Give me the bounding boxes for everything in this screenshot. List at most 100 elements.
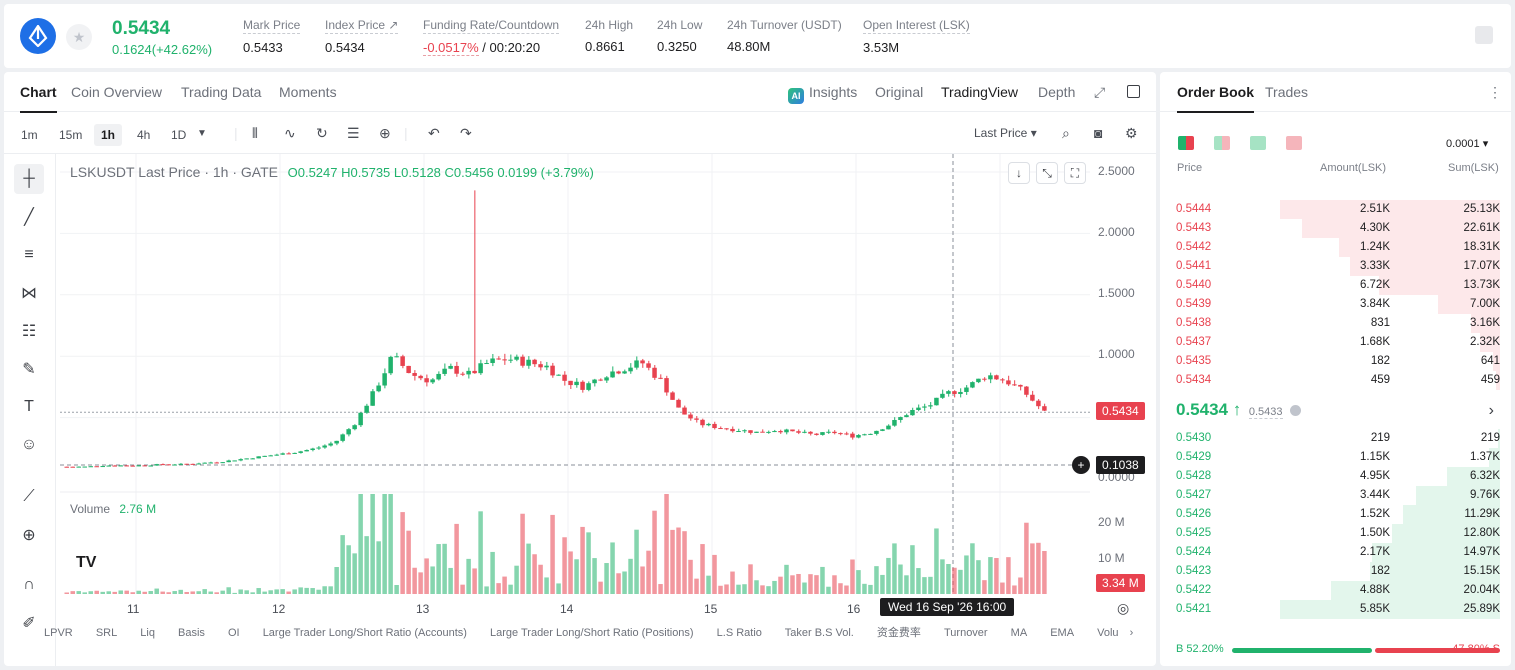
zoom-icon[interactable]: ⊕ xyxy=(22,527,36,544)
expand-icon[interactable]: ⤢ xyxy=(1094,84,1106,100)
index-price-stat[interactable]: Index Price ↗ 0.5434 xyxy=(325,18,399,55)
trendline-icon[interactable]: ╱ xyxy=(24,209,34,226)
search-icon[interactable]: ⌕ xyxy=(1062,125,1070,141)
indicator-item[interactable]: Large Trader Long/Short Ratio (Positions… xyxy=(489,627,694,639)
settings-icon[interactable]: ⚙ xyxy=(1125,125,1138,141)
bid-row[interactable]: 0.5428 4.95K 6.32K xyxy=(1176,467,1500,486)
fib-icon[interactable]: ☷ xyxy=(21,323,37,340)
tab-moments[interactable]: Moments xyxy=(279,84,337,100)
bid-row[interactable]: 0.5422 4.88K 20.04K xyxy=(1176,581,1500,600)
timeframe-1d[interactable]: 1D xyxy=(171,128,187,142)
ask-row[interactable]: 0.5444 2.51K 25.13K xyxy=(1176,200,1500,219)
bid-row[interactable]: 0.5429 1.15K 1.37K xyxy=(1176,448,1500,467)
timeframe-dropdown-icon[interactable]: ▼ xyxy=(197,128,207,139)
tab-trading-data[interactable]: Trading Data xyxy=(181,84,262,100)
fullscreen-icon[interactable]: ⛶ xyxy=(1064,162,1086,184)
undo-icon[interactable]: ↶ xyxy=(428,125,440,141)
volume-bar xyxy=(658,584,663,594)
bid-row[interactable]: 0.5426 1.52K 11.29K xyxy=(1176,505,1500,524)
templates-icon[interactable]: ☰ xyxy=(347,125,360,141)
ask-row[interactable]: 0.5437 1.68K 2.32K xyxy=(1176,333,1500,352)
text-icon[interactable]: T xyxy=(24,398,34,415)
redo-icon[interactable]: ↷ xyxy=(460,125,472,141)
ask-row[interactable]: 0.5442 1.24K 18.31K xyxy=(1176,238,1500,257)
favorite-star-icon[interactable]: ★ xyxy=(66,24,92,50)
bid-row[interactable]: 0.5430 219 219 xyxy=(1176,429,1500,448)
tab-tradingview[interactable]: TradingView xyxy=(941,84,1019,100)
volume-bar xyxy=(958,569,963,594)
candle-type-icon[interactable]: ⫴ xyxy=(252,125,258,141)
volume-bar xyxy=(946,564,951,594)
timeframe-4h[interactable]: 4h xyxy=(137,128,151,142)
tab-original[interactable]: Original xyxy=(875,84,924,100)
replay-icon[interactable]: ↻ xyxy=(316,125,328,141)
chevron-right-icon[interactable]: › xyxy=(1488,402,1494,419)
ask-row[interactable]: 0.5439 3.84K 7.00K xyxy=(1176,295,1500,314)
tab-trades[interactable]: Trades xyxy=(1265,84,1309,100)
ask-row[interactable]: 0.5441 3.33K 17.07K xyxy=(1176,257,1500,276)
price-type-select[interactable]: Last Price ▾ xyxy=(974,126,1037,140)
precision-select[interactable]: 0.0001 ▾ xyxy=(1446,138,1489,150)
indicator-item[interactable]: L.S Ratio xyxy=(716,627,762,639)
insights-button[interactable]: AI Insights xyxy=(788,84,857,104)
bid-row[interactable]: 0.5424 2.17K 14.97K xyxy=(1176,543,1500,562)
indicator-item[interactable]: MA xyxy=(1010,627,1028,639)
ask-row[interactable]: 0.5440 6.72K 13.73K xyxy=(1176,276,1500,295)
layout-split-icon[interactable] xyxy=(1214,136,1230,150)
layout-both-icon[interactable] xyxy=(1178,136,1194,150)
indicator-item[interactable]: 资金费率 xyxy=(876,627,921,639)
ruler-icon[interactable]: ⟋ xyxy=(23,488,35,505)
book-icon[interactable] xyxy=(1475,26,1493,44)
legend-high: H0.5735 xyxy=(341,165,391,180)
arrow-down-icon[interactable]: ↓ xyxy=(1008,162,1030,184)
candle-body xyxy=(862,434,867,436)
layout-asks-icon[interactable] xyxy=(1286,136,1302,150)
pattern-icon[interactable]: ⋈ xyxy=(21,285,37,302)
ask-row[interactable]: 0.5438 831 3.16K xyxy=(1176,314,1500,333)
indicator-item[interactable]: Turnover xyxy=(943,627,988,639)
indicator-item[interactable]: Basis xyxy=(178,627,205,639)
ask-row[interactable]: 0.5434 459 459 xyxy=(1176,371,1500,390)
add-indicator-icon[interactable]: ⊕ xyxy=(379,125,391,141)
pencil-icon[interactable]: ✐ xyxy=(22,615,36,632)
bid-row[interactable]: 0.5423 182 15.15K xyxy=(1176,562,1500,581)
candle-body xyxy=(988,375,993,380)
bid-row[interactable]: 0.5425 1.50K 12.80K xyxy=(1176,524,1500,543)
magnet-icon[interactable]: ∩ xyxy=(23,576,35,593)
chevron-right-icon[interactable]: › xyxy=(1129,627,1134,639)
indicator-item[interactable]: LPVR xyxy=(44,627,73,639)
indicator-item[interactable]: SRL xyxy=(95,627,118,639)
volume-bar xyxy=(286,591,291,594)
indicators-icon[interactable]: ∿ xyxy=(284,125,296,141)
indicator-item[interactable]: Taker B.S Vol. xyxy=(784,627,854,639)
horizontal-lines-icon[interactable]: ≡ xyxy=(24,246,34,263)
price-chart[interactable] xyxy=(60,154,1150,666)
crosshair-icon[interactable]: ┼ xyxy=(14,164,44,194)
indicator-item[interactable]: EMA xyxy=(1050,627,1075,639)
emoji-icon[interactable]: ☺ xyxy=(20,436,38,453)
ask-row[interactable]: 0.5443 4.30K 22.61K xyxy=(1176,219,1500,238)
camera-icon[interactable]: ◙ xyxy=(1094,125,1103,141)
collapse-icon[interactable]: ⤡ xyxy=(1036,162,1058,184)
timeframe-15m[interactable]: 15m xyxy=(59,128,83,142)
tab-chart[interactable]: Chart xyxy=(20,84,57,113)
indicator-item[interactable]: Liq xyxy=(140,627,155,639)
brush-icon[interactable]: ✎ xyxy=(22,361,36,378)
tab-coin-overview[interactable]: Coin Overview xyxy=(71,84,163,100)
bid-row[interactable]: 0.5427 3.44K 9.76K xyxy=(1176,486,1500,505)
bid-row[interactable]: 0.5421 5.85K 25.89K xyxy=(1176,600,1500,619)
timeframe-1m[interactable]: 1m xyxy=(21,128,38,142)
indicator-item[interactable]: Volu xyxy=(1097,627,1119,639)
indicator-item[interactable]: OI xyxy=(228,627,240,639)
more-icon[interactable]: ⋮ xyxy=(1488,84,1502,100)
add-alert-icon[interactable]: + xyxy=(1072,456,1090,474)
tab-order-book[interactable]: Order Book xyxy=(1177,84,1255,113)
indicator-item[interactable]: Large Trader Long/Short Ratio (Accounts) xyxy=(262,627,467,639)
target-icon[interactable]: ◎ xyxy=(1117,600,1130,616)
timeframe-1h[interactable]: 1h xyxy=(94,124,123,146)
window-icon[interactable] xyxy=(1127,85,1140,98)
layout-bids-icon[interactable] xyxy=(1250,136,1266,150)
info-icon[interactable] xyxy=(1290,405,1302,416)
tab-depth[interactable]: Depth xyxy=(1038,84,1076,100)
ask-row[interactable]: 0.5435 182 641 xyxy=(1176,352,1500,371)
